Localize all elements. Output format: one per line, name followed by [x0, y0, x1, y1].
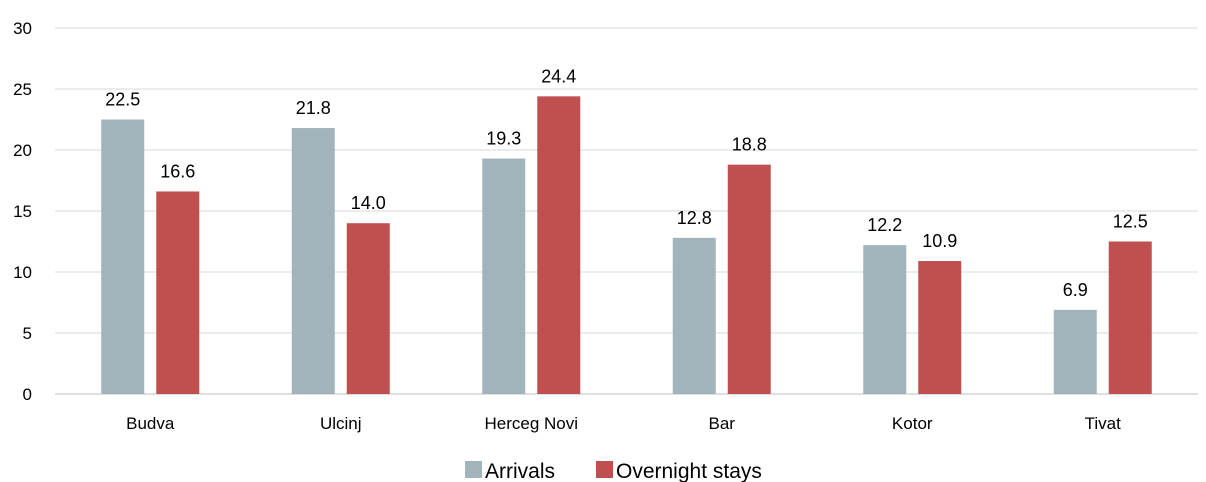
data-label: 12.2 — [867, 215, 902, 235]
y-tick-label: 10 — [13, 263, 32, 282]
bar-arrivals — [1053, 309, 1097, 394]
x-category-label: Herceg Novi — [484, 414, 578, 433]
data-label: 12.8 — [677, 208, 712, 228]
y-axis: 0 5 10 15 20 25 30 — [13, 19, 32, 404]
data-label: 24.4 — [541, 66, 576, 86]
x-category-label: Bar — [709, 414, 736, 433]
x-category-label: Tivat — [1085, 414, 1121, 433]
bar-overnight-stays — [727, 164, 771, 394]
y-tick-label: 15 — [13, 202, 32, 221]
legend-label: Overnight stays — [616, 460, 762, 482]
x-category-label: Ulcinj — [320, 414, 362, 433]
data-label: 10.9 — [922, 231, 957, 251]
gridlines — [55, 27, 1198, 395]
x-axis: Budva Ulcinj Herceg Novi Bar Kotor Tivat — [126, 414, 1121, 433]
legend: Arrivals Overnight stays — [465, 460, 762, 482]
bar-arrivals — [101, 119, 145, 394]
y-tick-label: 0 — [23, 385, 32, 404]
data-label: 21.8 — [296, 98, 331, 118]
data-label: 18.8 — [732, 135, 767, 155]
x-category-label: Kotor — [892, 414, 933, 433]
data-label: 6.9 — [1063, 280, 1088, 300]
bar-overnight-stays — [1108, 241, 1152, 394]
y-tick-label: 20 — [13, 141, 32, 160]
data-label: 12.5 — [1113, 212, 1148, 232]
bar-overnight-stays — [918, 261, 962, 394]
bar-overnight-stays — [346, 223, 390, 394]
bar-arrivals — [672, 237, 716, 394]
bar-overnight-stays — [156, 191, 200, 394]
data-label: 14.0 — [351, 193, 386, 213]
bar-arrivals — [291, 128, 335, 395]
x-category-label: Budva — [126, 414, 175, 433]
bar-overnight-stays — [537, 96, 581, 394]
y-tick-label: 5 — [23, 324, 32, 343]
bar-arrivals — [863, 245, 907, 394]
legend-label: Arrivals — [485, 460, 555, 482]
y-tick-label: 30 — [13, 19, 32, 38]
bar-arrivals — [482, 158, 526, 394]
data-label: 22.5 — [105, 90, 140, 110]
y-tick-label: 25 — [13, 80, 32, 99]
data-label: 16.6 — [160, 161, 195, 181]
bars: 22.5 16.6 21.8 14.0 19.3 24.4 12.8 18.8 12.2 10.9… — [101, 66, 1152, 395]
legend-swatch — [465, 461, 482, 478]
data-label: 19.3 — [486, 129, 521, 149]
legend-swatch — [596, 461, 613, 478]
